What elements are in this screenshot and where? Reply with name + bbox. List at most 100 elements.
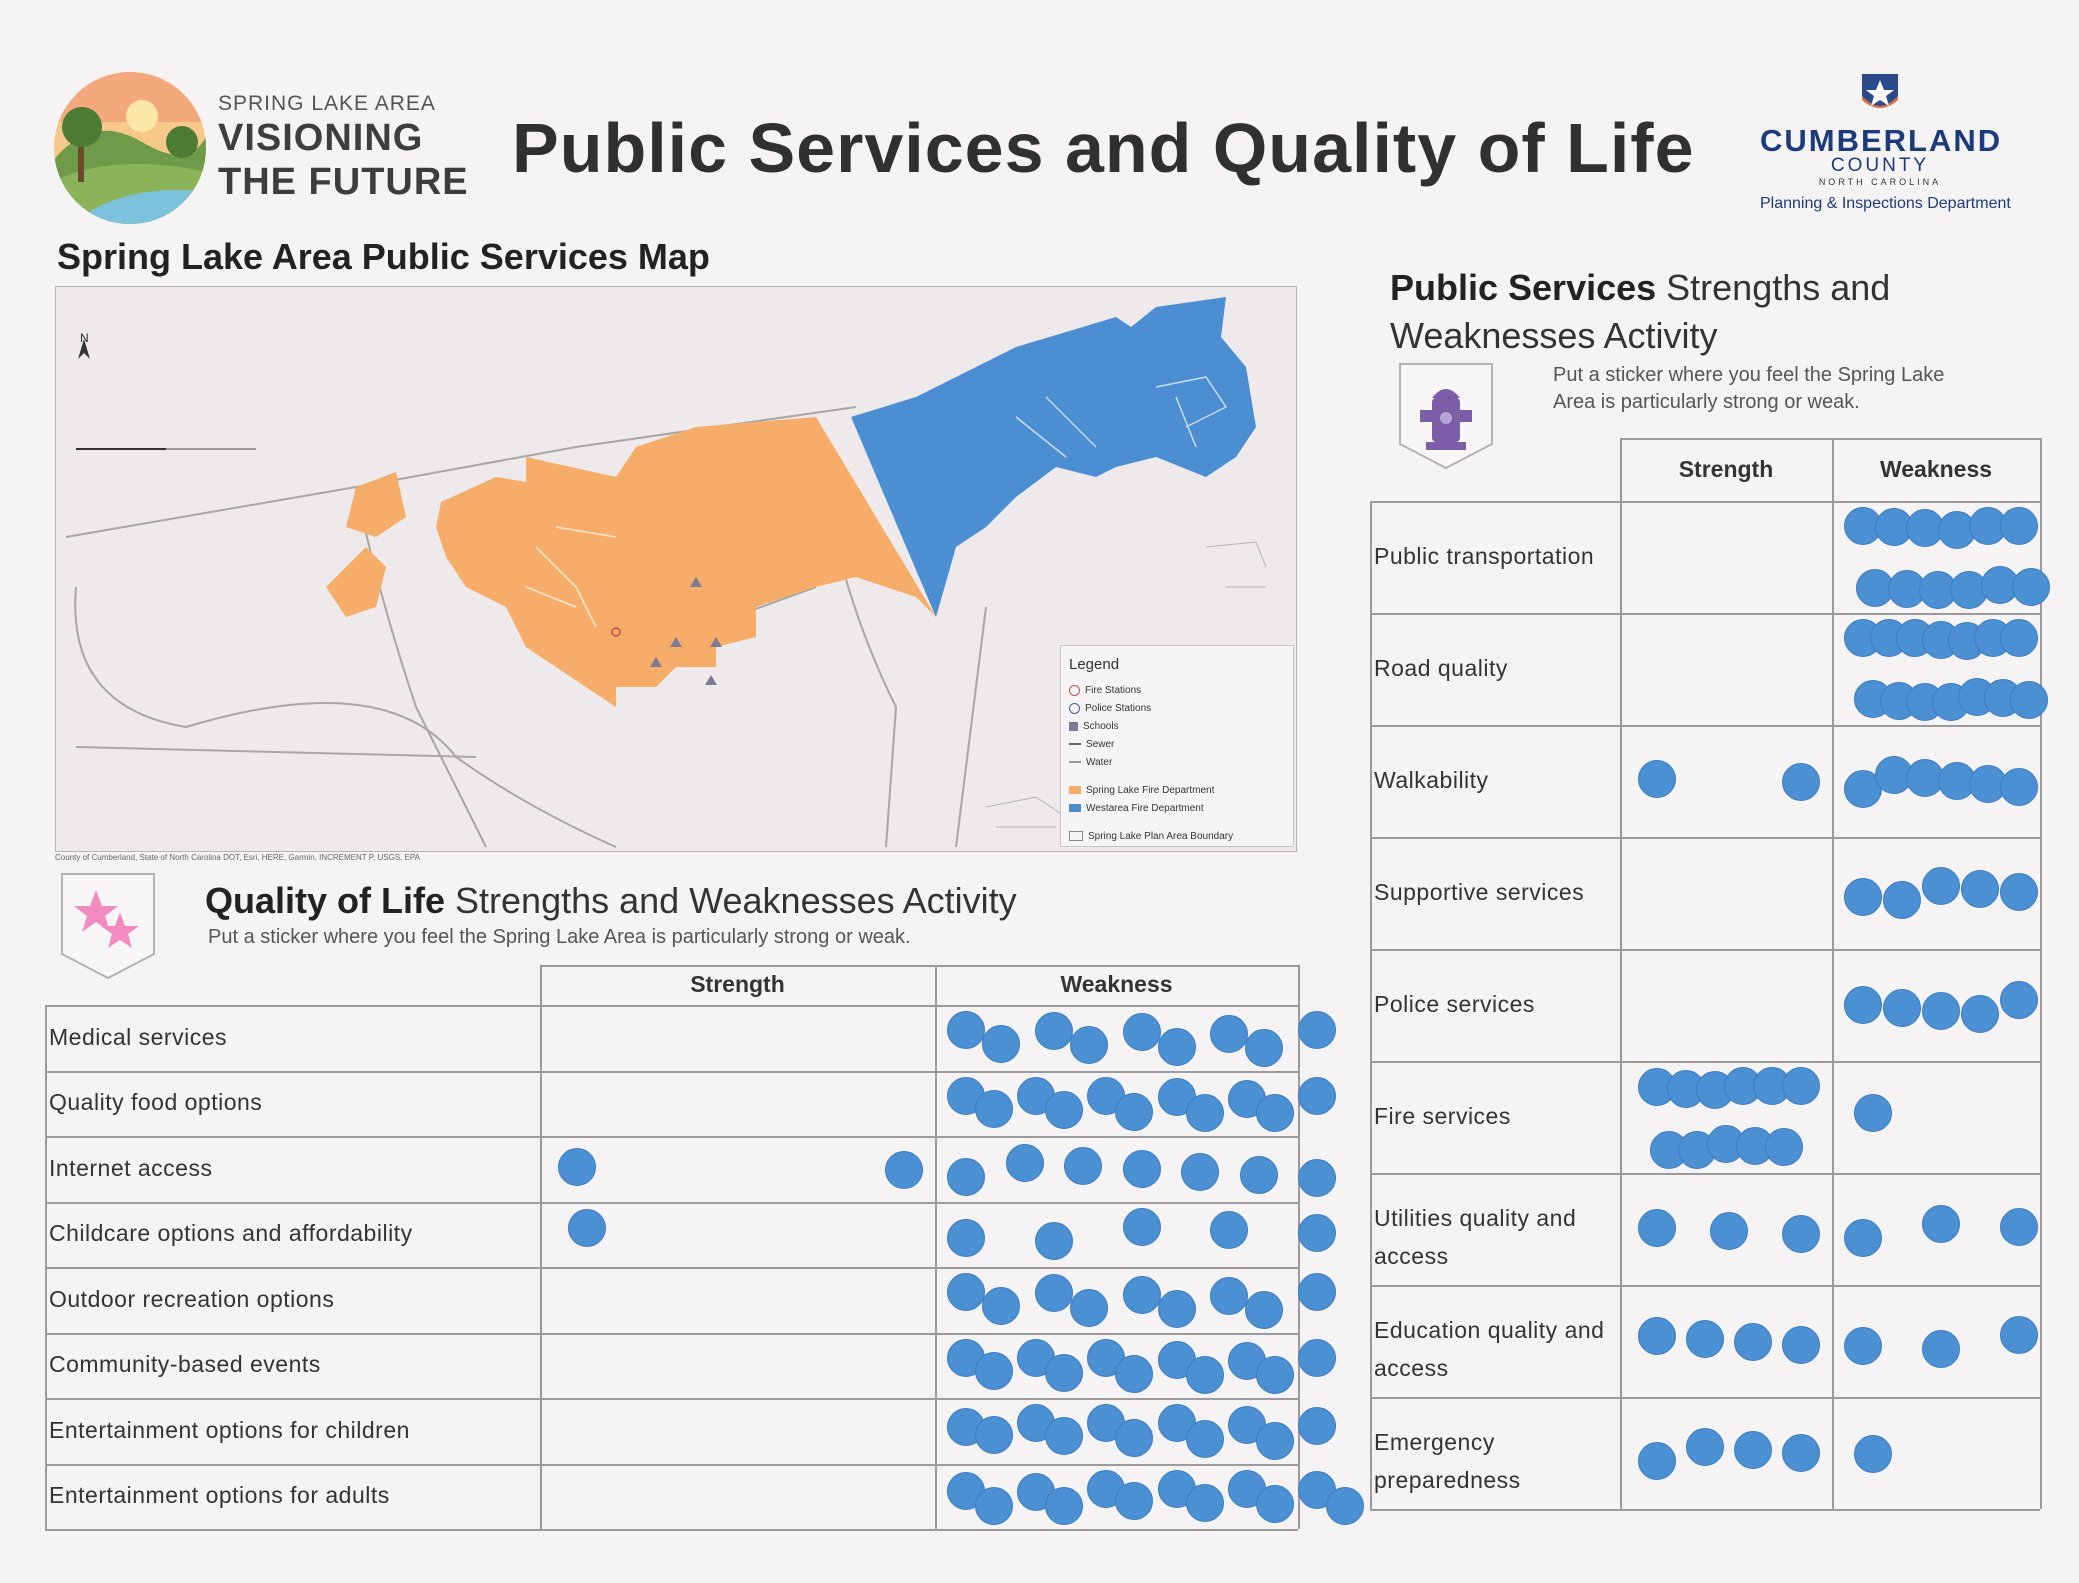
spring-lake-logo-icon (54, 72, 206, 224)
weakness-sticker (1035, 1012, 1073, 1050)
table-grid-line (1370, 837, 2040, 839)
weakness-sticker (1883, 989, 1921, 1027)
strength-sticker (1765, 1128, 1803, 1166)
weakness-sticker (1087, 1077, 1125, 1115)
weakness-sticker (1186, 1484, 1224, 1522)
brand-line-1: VISIONING (218, 117, 424, 159)
table-grid-line (2040, 438, 2042, 1509)
row-label: Childcare options and affordability (49, 1220, 413, 1247)
table-grid-line (45, 1070, 1298, 1073)
strength-sticker (1782, 1326, 1820, 1364)
westarea-fd-area (851, 297, 1256, 617)
column-header-strength: Strength (1678, 455, 1774, 482)
blue-swatch-icon (1069, 804, 1081, 812)
row-label: Outdoor recreation options (49, 1285, 335, 1312)
county-department: Planning & Inspections Department (1760, 195, 2011, 212)
sewer-line-icon (1069, 743, 1081, 745)
weakness-sticker (1240, 1156, 1278, 1194)
ps-heading: Public Services Strengths and Weaknesses… (1390, 264, 1890, 360)
water-line-icon (1069, 761, 1081, 763)
row-label: Education quality and access (1374, 1317, 1605, 1381)
column-header-weakness: Weakness (1879, 455, 1993, 482)
weakness-sticker (1961, 870, 1999, 908)
weakness-sticker (1210, 1015, 1248, 1053)
row-label: Utilities quality and access (1374, 1205, 1577, 1269)
row-label: Police services (1374, 991, 1535, 1017)
weakness-sticker (1123, 1150, 1161, 1188)
legend-item: Fire Stations (1061, 681, 1293, 699)
police-station-icon (1069, 702, 1080, 714)
row-label: Fire services (1374, 1103, 1511, 1129)
weakness-sticker (2000, 768, 2038, 806)
weakness-sticker (1245, 1029, 1283, 1067)
row-label: Medical services (49, 1023, 227, 1050)
strength-sticker (1638, 760, 1676, 798)
weakness-sticker (1006, 1144, 1044, 1182)
weakness-sticker (1961, 995, 1999, 1033)
weakness-sticker (1035, 1222, 1073, 1260)
table-grid-line (1370, 501, 1372, 1509)
legend-item: Police Stations (1061, 699, 1293, 717)
pink-stars-icon (61, 873, 155, 980)
weakness-sticker (1070, 1026, 1108, 1064)
ps-heading-bold: Public Services (1390, 267, 1657, 308)
legend-item: Water (1061, 753, 1293, 771)
weakness-sticker (947, 1273, 985, 1311)
row-label: Road quality (1374, 655, 1508, 681)
weakness-sticker (1844, 986, 1882, 1024)
row-label: Walkability (1374, 767, 1489, 793)
weakness-sticker (1045, 1487, 1083, 1525)
ps-instruction: Put a sticker where you feel the Spring … (1553, 362, 1944, 416)
column-header-strength: Strength (690, 971, 785, 997)
weakness-sticker (2012, 568, 2050, 606)
strength-sticker (1638, 1209, 1676, 1247)
weakness-sticker (1922, 1330, 1960, 1368)
strength-sticker (885, 1151, 923, 1189)
boundary-swatch-icon (1069, 831, 1083, 841)
legend-item: Spring Lake Plan Area Boundary (1061, 827, 1293, 845)
weakness-sticker (947, 1011, 985, 1049)
table-grid-line (1370, 1285, 2040, 1287)
weakness-sticker (1245, 1291, 1283, 1329)
table-grid-line (45, 1267, 1298, 1269)
weakness-sticker (1045, 1417, 1083, 1455)
weakness-sticker (1045, 1354, 1083, 1392)
row-label: Supportive services (1374, 879, 1585, 905)
weakness-sticker (2000, 1316, 2038, 1354)
weakness-sticker (947, 1219, 985, 1257)
weakness-sticker (1298, 1077, 1336, 1115)
ps-instruction-line1: Put a sticker where you feel the Spring … (1553, 364, 1945, 386)
weakness-sticker (1906, 759, 1944, 797)
weakness-sticker (1181, 1153, 1219, 1191)
row-label: Public transportation (1374, 543, 1595, 569)
weakness-sticker (1256, 1422, 1294, 1460)
table-grid-line (1370, 501, 2040, 503)
strength-sticker (1734, 1431, 1772, 1469)
north-label: N (80, 331, 89, 345)
weakness-sticker (1922, 1205, 1960, 1243)
table-grid-line (1370, 1397, 2040, 1399)
qol-heading-bold: Quality of Life (205, 880, 446, 921)
weakness-sticker (2000, 1208, 2038, 1246)
strength-sticker (1782, 1067, 1820, 1105)
weakness-sticker (1844, 878, 1882, 916)
ps-instruction-line2: Area is particularly strong or weak. (1553, 391, 1860, 413)
weakness-sticker (1115, 1482, 1153, 1520)
table-grid-line (45, 1529, 1298, 1531)
fire-station-icon (1069, 684, 1080, 696)
weakness-sticker (1906, 509, 1944, 547)
map-legend: Legend Fire Stations Police Stations Sch… (1060, 645, 1294, 847)
strength-sticker (1734, 1323, 1772, 1361)
weakness-sticker (1298, 1214, 1336, 1252)
weakness-sticker (1298, 1339, 1336, 1377)
weakness-sticker (1186, 1356, 1224, 1394)
qol-instruction: Put a sticker where you feel the Spring … (208, 926, 911, 948)
weakness-sticker (1045, 1091, 1083, 1129)
table-grid-line (1370, 613, 2040, 615)
weakness-sticker (1256, 1356, 1294, 1394)
table-grid-line (1620, 438, 1622, 1509)
strength-sticker (1638, 1317, 1676, 1355)
table-grid-line (45, 1201, 1298, 1204)
qol-heading: Quality of Life Strengths and Weaknesses… (205, 880, 1017, 922)
weakness-sticker (1158, 1028, 1196, 1066)
